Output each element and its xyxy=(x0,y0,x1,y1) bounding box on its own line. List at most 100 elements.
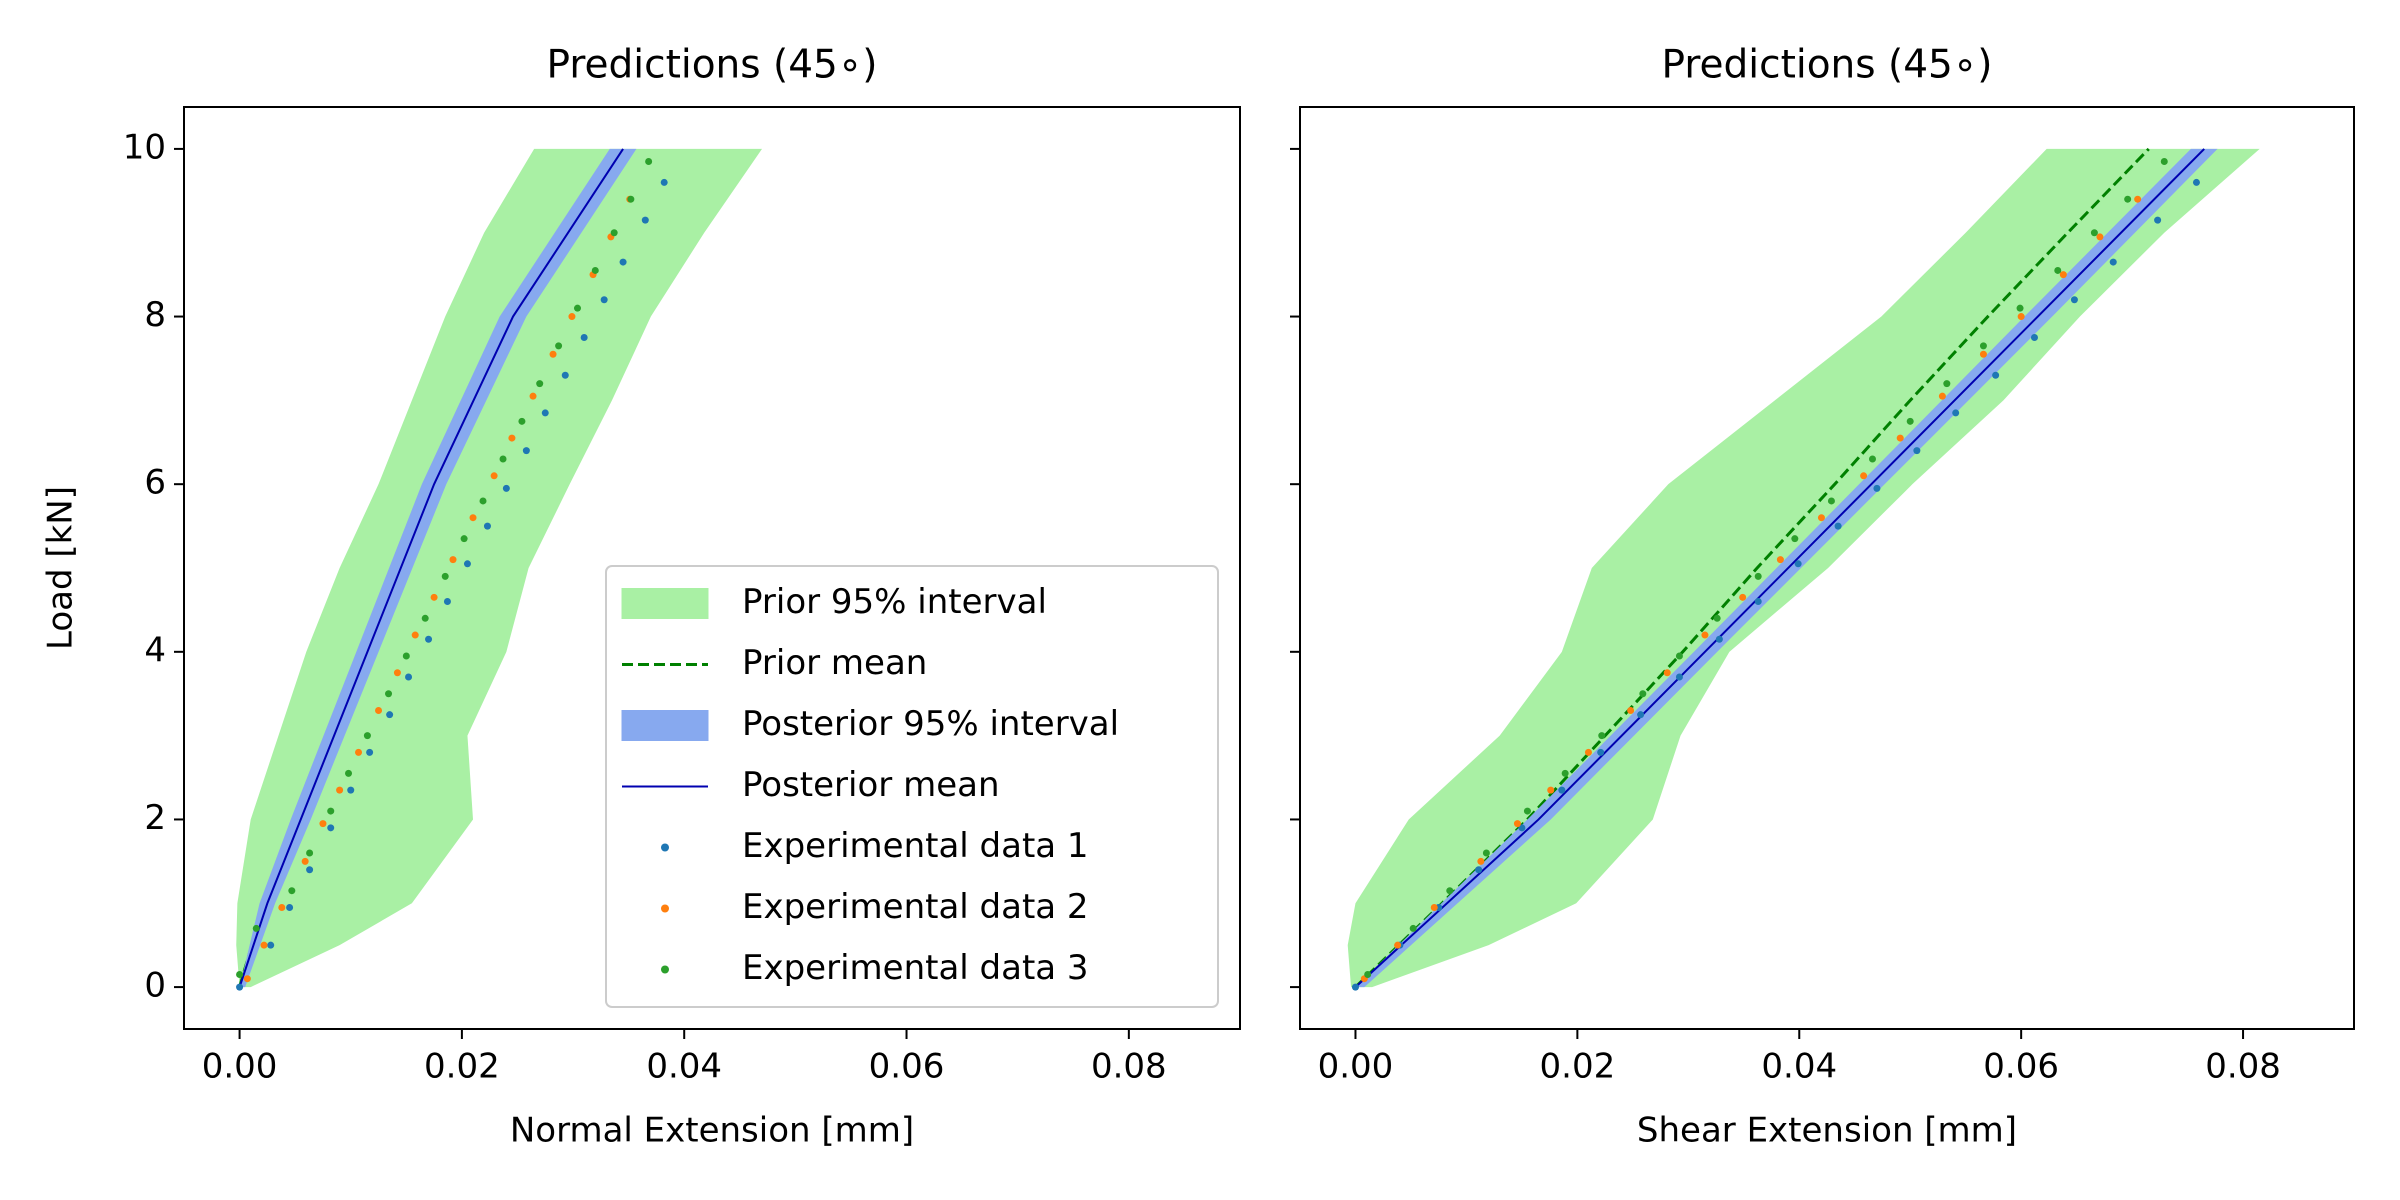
data-point xyxy=(1776,556,1784,564)
mean-line xyxy=(1354,148,2205,988)
data-point xyxy=(1663,669,1671,677)
data-point xyxy=(386,711,394,719)
data-point xyxy=(1627,706,1635,714)
data-point xyxy=(1446,887,1454,895)
x-tick-label: 0.00 xyxy=(202,1047,278,1087)
data-point xyxy=(1394,941,1402,949)
data-point xyxy=(355,748,363,756)
legend-label: Prior mean xyxy=(742,643,927,683)
data-point xyxy=(363,732,371,740)
data-point xyxy=(1523,807,1531,815)
data-point xyxy=(411,631,419,639)
data-point xyxy=(627,195,635,203)
data-point xyxy=(1351,983,1359,991)
data-point xyxy=(1597,748,1605,756)
data-point xyxy=(580,334,588,341)
y-tick-label: 2 xyxy=(144,798,166,838)
data-point xyxy=(1477,857,1485,865)
legend-dot xyxy=(661,965,669,974)
data-point xyxy=(490,472,498,480)
data-point xyxy=(1906,417,1914,425)
data-point xyxy=(2070,296,2078,304)
data-point xyxy=(1513,820,1521,828)
data-point xyxy=(327,824,335,832)
data-point xyxy=(549,350,557,358)
data-point xyxy=(1794,560,1802,568)
data-point xyxy=(252,924,260,932)
data-point xyxy=(541,409,549,417)
data-point xyxy=(2154,216,2162,224)
data-point xyxy=(425,635,433,643)
legend-box xyxy=(605,565,1219,1008)
plot-area xyxy=(1347,147,2260,991)
data-point xyxy=(479,497,487,505)
data-point xyxy=(347,786,355,794)
data-point xyxy=(421,614,429,622)
mean-line xyxy=(238,148,624,988)
data-point xyxy=(1754,572,1762,580)
x-tick-label: 0.00 xyxy=(1318,1047,1394,1087)
data-point xyxy=(660,178,668,186)
data-point xyxy=(2096,233,2104,241)
data-point xyxy=(2090,229,2098,237)
data-point xyxy=(460,535,468,543)
data-point xyxy=(1675,652,1683,660)
legend-swatch xyxy=(621,710,709,741)
data-point xyxy=(2134,195,2142,203)
legend-dot xyxy=(661,904,669,913)
data-point xyxy=(1754,598,1762,606)
data-point xyxy=(610,229,618,237)
data-point xyxy=(2192,178,2200,186)
data-point xyxy=(441,572,449,580)
data-point xyxy=(1896,434,1904,442)
axes-frame xyxy=(1299,106,2355,1030)
data-point xyxy=(2054,266,2062,274)
data-point xyxy=(1547,786,1555,794)
data-point xyxy=(306,849,314,857)
legend-label: Prior 95% interval xyxy=(742,582,1047,622)
data-point xyxy=(1584,748,1592,756)
legend-label: Experimental data 1 xyxy=(742,826,1089,866)
data-point xyxy=(469,514,477,522)
data-point xyxy=(1827,497,1835,505)
data-point xyxy=(260,941,268,949)
data-point xyxy=(1938,392,1946,400)
y-tick-label: 0 xyxy=(144,966,166,1006)
chart-title: Predictions (45∘) xyxy=(1662,43,1993,88)
data-point xyxy=(1701,631,1709,639)
data-point xyxy=(1598,732,1606,740)
data-point xyxy=(1943,380,1951,388)
x-axis-label: Shear Extension [mm] xyxy=(1637,1111,2017,1151)
x-tick-label: 0.06 xyxy=(869,1047,945,1087)
data-point xyxy=(301,857,309,865)
data-point xyxy=(529,392,537,400)
data-point xyxy=(286,903,294,911)
interval-band xyxy=(236,148,763,988)
data-point xyxy=(1475,866,1483,874)
data-point xyxy=(2124,195,2132,203)
data-point xyxy=(385,690,393,698)
data-point xyxy=(1791,535,1799,543)
data-point xyxy=(375,706,383,714)
data-point xyxy=(591,266,599,274)
data-point xyxy=(236,983,244,991)
data-point xyxy=(243,975,251,983)
data-point xyxy=(645,157,653,165)
data-point xyxy=(2109,258,2117,266)
data-point xyxy=(1979,350,1987,358)
data-point xyxy=(2059,271,2067,279)
data-point xyxy=(267,941,275,949)
data-point xyxy=(1364,971,1372,979)
data-point xyxy=(1834,522,1842,530)
data-point xyxy=(430,593,438,601)
data-point xyxy=(1713,614,1721,622)
data-point xyxy=(1979,342,1987,350)
data-point xyxy=(449,556,457,564)
x-tick-label: 0.04 xyxy=(1761,1047,1837,1087)
data-point xyxy=(1715,635,1723,643)
data-point xyxy=(483,522,491,530)
chart-title: Predictions (45∘) xyxy=(547,43,878,88)
data-point xyxy=(518,417,526,425)
data-point xyxy=(2017,313,2025,321)
